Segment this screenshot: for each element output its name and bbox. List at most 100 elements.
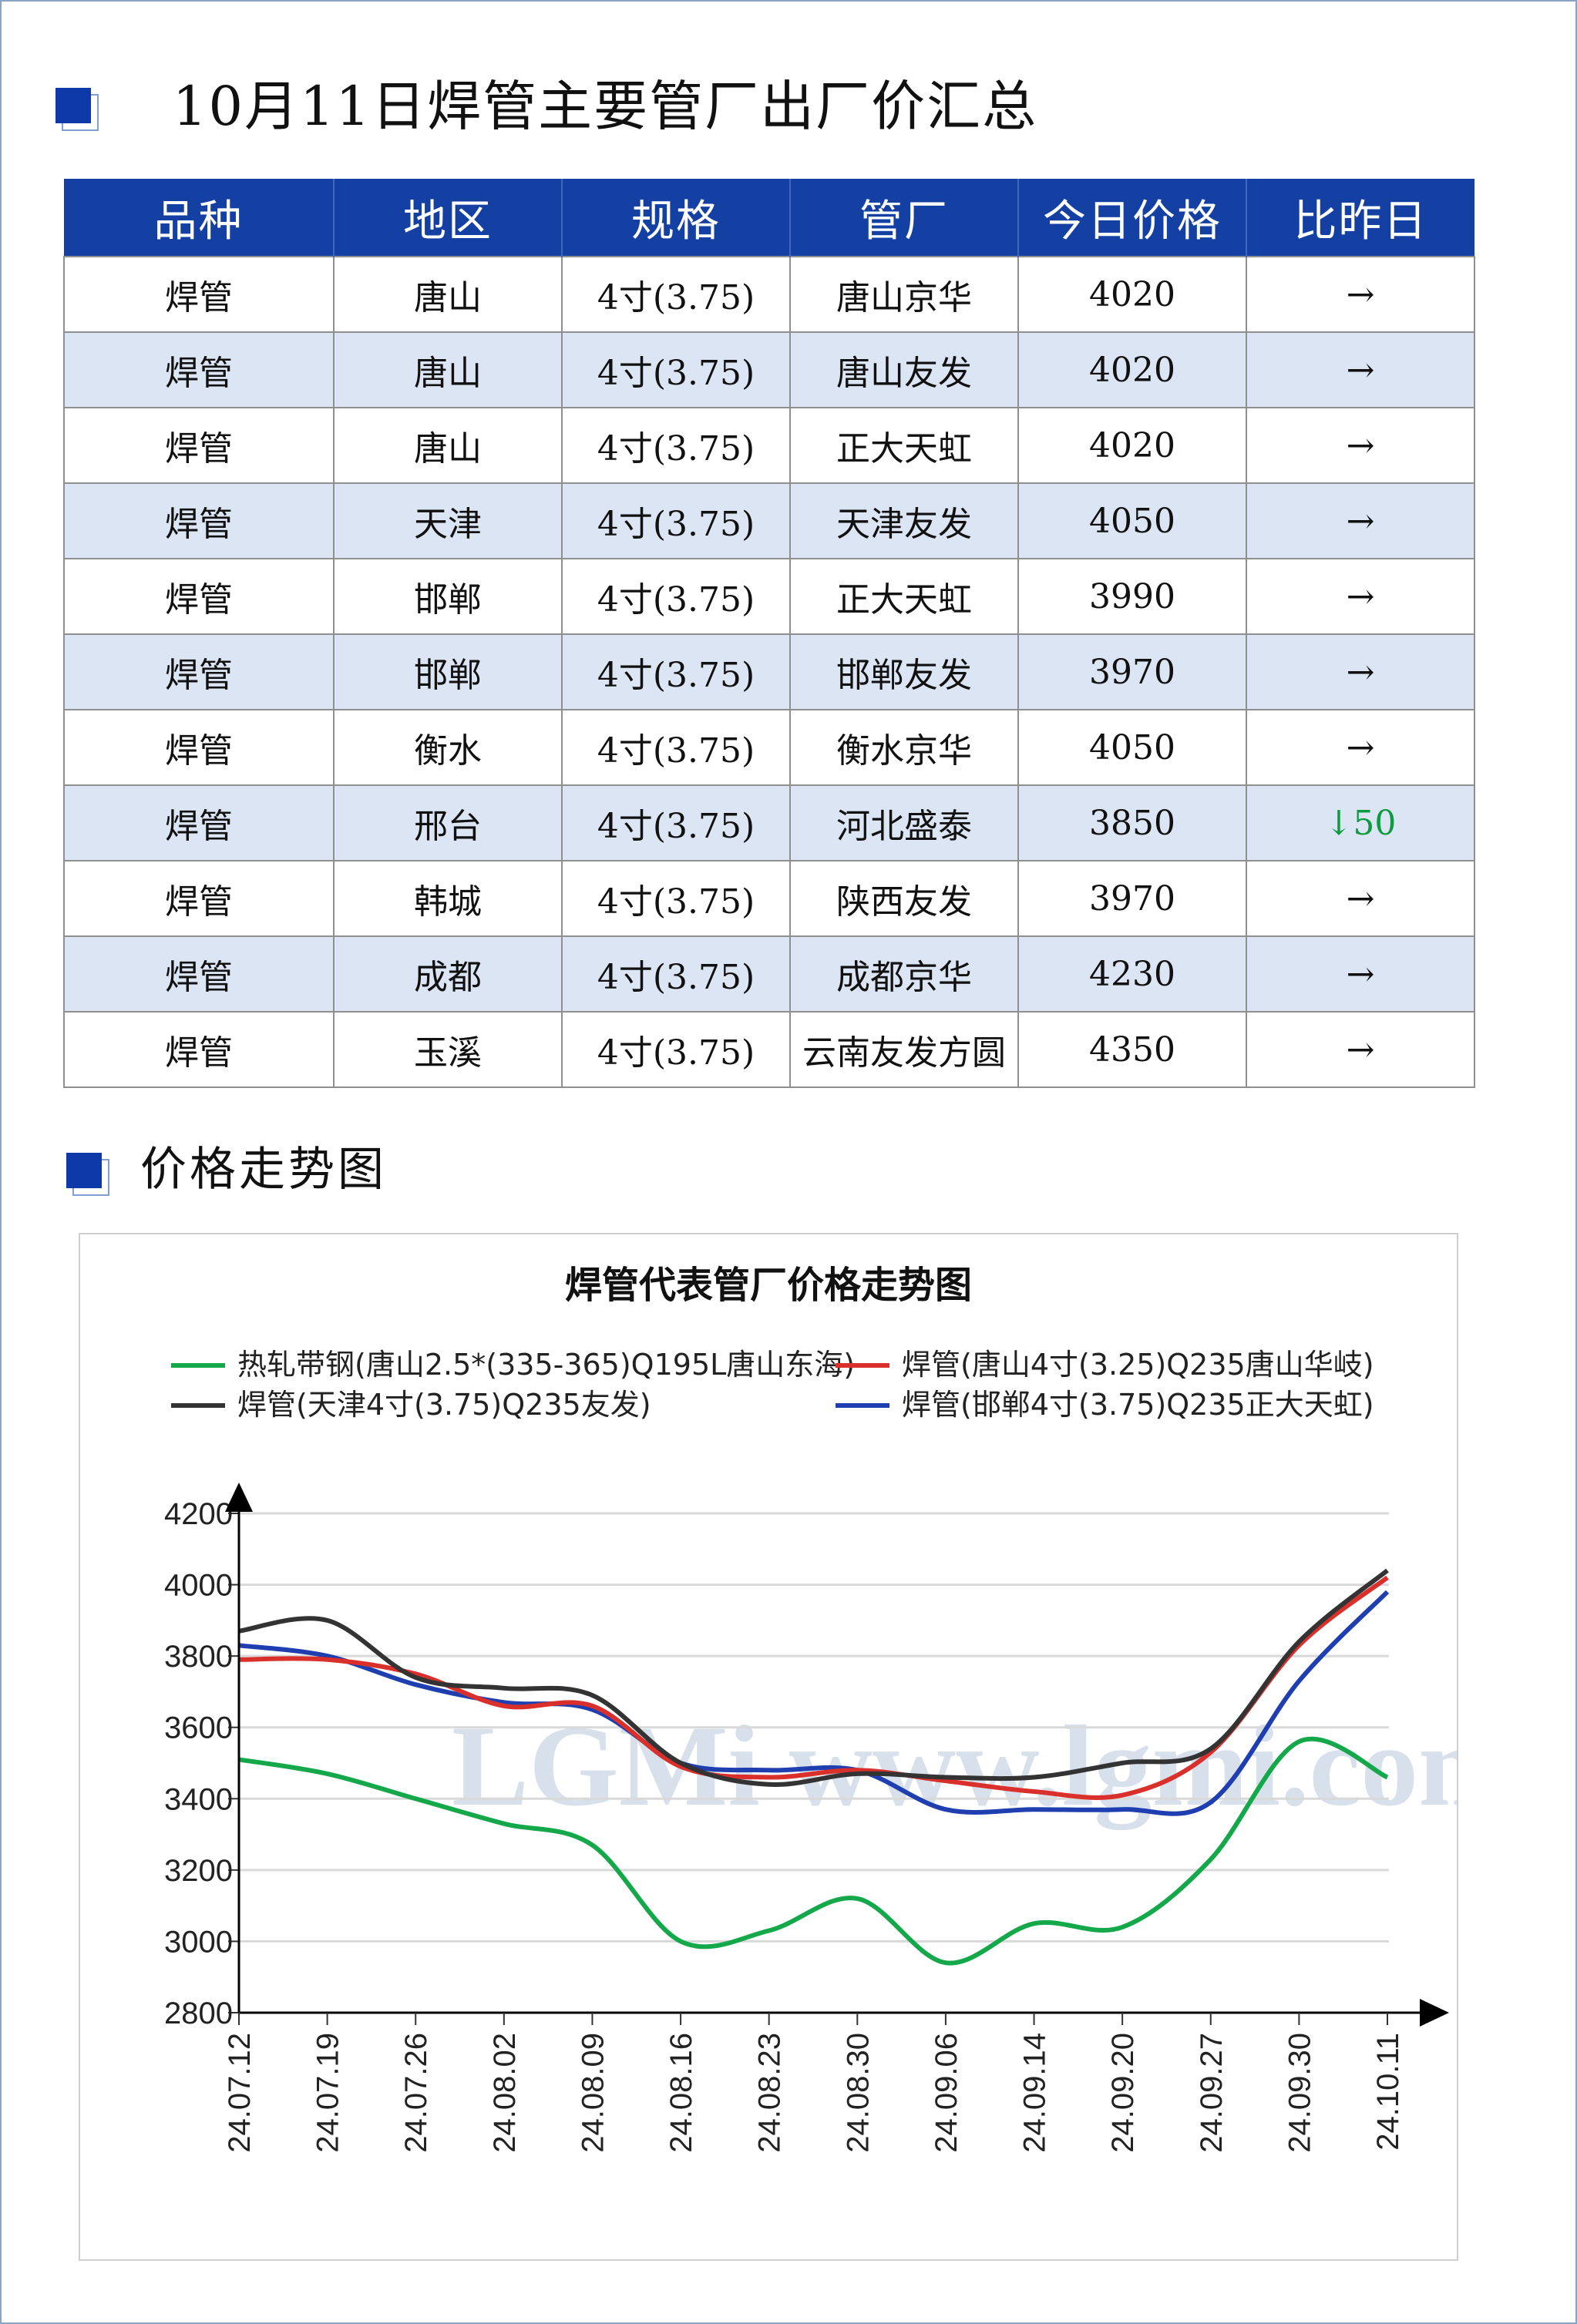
x-tick-label: 24.09.27 bbox=[1195, 2033, 1229, 2153]
cell-variety: 焊管 bbox=[63, 331, 335, 408]
x-tick-label: 24.08.30 bbox=[841, 2033, 875, 2153]
legend-label-2: 焊管(天津4寸(3.75)Q235友发) bbox=[237, 1388, 651, 1422]
cell-change: → bbox=[1246, 407, 1475, 484]
x-tick-label: 24.08.16 bbox=[664, 2033, 698, 2153]
col-header-region: 地区 bbox=[334, 179, 563, 257]
table-header-row: 品种 地区 规格 管厂 今日价格 比昨日 bbox=[64, 179, 1474, 257]
x-tick-label: 24.08.09 bbox=[576, 2033, 610, 2153]
table-row: 焊管 邯郸 4寸(3.75) 正大天虹 3990 → bbox=[63, 558, 1475, 635]
x-tick-label: 24.07.19 bbox=[311, 2033, 345, 2153]
x-tick-label: 24.08.23 bbox=[753, 2033, 787, 2153]
cell-spec: 4寸(3.75) bbox=[561, 558, 791, 635]
col-header-variety: 品种 bbox=[64, 179, 335, 257]
col-header-price: 今日价格 bbox=[1018, 179, 1247, 257]
table-row: 焊管 玉溪 4寸(3.75) 云南友发方圆 4350 → bbox=[63, 1011, 1475, 1088]
cell-variety: 焊管 bbox=[63, 558, 335, 635]
x-tick-label: 24.09.30 bbox=[1283, 2033, 1316, 2153]
cell-change: → bbox=[1246, 709, 1475, 786]
y-tick-label: 4200 bbox=[164, 1497, 233, 1531]
table-row: 焊管 唐山 4寸(3.75) 唐山京华 4020 → bbox=[63, 256, 1475, 333]
cell-spec: 4寸(3.75) bbox=[561, 482, 791, 559]
table-row: 焊管 唐山 4寸(3.75) 唐山友发 4020 → bbox=[63, 331, 1475, 408]
col-header-mill: 管厂 bbox=[790, 179, 1019, 257]
table-row: 焊管 邯郸 4寸(3.75) 邯郸友发 3970 → bbox=[63, 633, 1475, 710]
legend-label-3: 焊管(邯郸4寸(3.75)Q235正大天虹) bbox=[902, 1388, 1374, 1422]
table-row: 焊管 天津 4寸(3.75) 天津友发 4050 → bbox=[63, 482, 1475, 559]
cell-region: 天津 bbox=[333, 482, 563, 559]
y-tick-label: 3800 bbox=[164, 1640, 233, 1674]
cell-region: 唐山 bbox=[333, 407, 563, 484]
page-title: 10月11日焊管主要管厂出厂价汇总 bbox=[172, 75, 1038, 138]
y-tick-label: 3400 bbox=[164, 1782, 233, 1816]
cell-mill: 陕西友发 bbox=[789, 860, 1019, 937]
cell-spec: 4寸(3.75) bbox=[561, 1011, 791, 1088]
cell-region: 成都 bbox=[333, 935, 563, 1013]
cell-price: 4020 bbox=[1017, 407, 1247, 484]
cell-mill: 正大天虹 bbox=[789, 558, 1019, 635]
cell-variety: 焊管 bbox=[63, 407, 335, 484]
col-header-change: 比昨日 bbox=[1246, 179, 1474, 257]
cell-region: 邯郸 bbox=[333, 633, 563, 710]
x-tick-label: 24.07.26 bbox=[399, 2033, 433, 2153]
cell-spec: 4寸(3.75) bbox=[561, 407, 791, 484]
series-line-3 bbox=[238, 1590, 1390, 1816]
series-line-2 bbox=[238, 1568, 1389, 1788]
cell-price: 4020 bbox=[1017, 331, 1247, 408]
cell-change: → bbox=[1246, 633, 1475, 710]
x-tick-label: 24.09.14 bbox=[1018, 2033, 1052, 2153]
table-row: 焊管 邢台 4寸(3.75) 河北盛泰 3850 ↓50 bbox=[63, 784, 1475, 861]
cell-change: → bbox=[1246, 256, 1475, 333]
cell-region: 唐山 bbox=[333, 331, 563, 408]
cell-mill: 正大天虹 bbox=[789, 407, 1019, 484]
section-title: 价格走势图 bbox=[140, 1143, 387, 1197]
x-tick-label: 24.10.11 bbox=[1371, 2033, 1405, 2151]
cell-spec: 4寸(3.75) bbox=[561, 709, 791, 786]
cell-price: 3990 bbox=[1017, 558, 1247, 635]
table-row: 焊管 衡水 4寸(3.75) 衡水京华 4050 → bbox=[63, 709, 1475, 786]
cell-price: 3850 bbox=[1017, 784, 1247, 861]
cell-variety: 焊管 bbox=[63, 784, 335, 861]
cell-region: 玉溪 bbox=[333, 1011, 563, 1088]
cell-price: 3970 bbox=[1017, 860, 1247, 937]
cell-variety: 焊管 bbox=[63, 1011, 335, 1088]
cell-change: → bbox=[1246, 558, 1475, 635]
cell-mill: 天津友发 bbox=[789, 482, 1019, 559]
cell-variety: 焊管 bbox=[63, 256, 335, 333]
x-tick-label: 24.08.02 bbox=[488, 2033, 522, 2153]
x-tick-label: 24.07.12 bbox=[223, 2033, 257, 2153]
table-row: 焊管 成都 4寸(3.75) 成都京华 4230 → bbox=[63, 935, 1475, 1013]
y-tick-label: 3200 bbox=[164, 1854, 233, 1888]
cell-mill: 河北盛泰 bbox=[789, 784, 1019, 861]
x-axis-arrow-icon bbox=[1420, 1999, 1449, 2027]
y-axis-arrow-icon bbox=[225, 1483, 253, 1512]
y-tick-label: 3000 bbox=[164, 1925, 233, 1959]
cell-mill: 唐山京华 bbox=[789, 256, 1019, 333]
cell-spec: 4寸(3.75) bbox=[561, 935, 791, 1013]
price-table: 品种 地区 规格 管厂 今日价格 比昨日 焊管 唐山 4寸(3.75) 唐山京华 402… bbox=[63, 179, 1475, 1088]
cell-price: 3970 bbox=[1017, 633, 1247, 710]
cell-mill: 成都京华 bbox=[789, 935, 1019, 1013]
chart-title: 焊管代表管厂价格走势图 bbox=[565, 1264, 972, 1307]
cell-region: 邯郸 bbox=[333, 558, 563, 635]
cell-variety: 焊管 bbox=[63, 633, 335, 710]
cell-spec: 4寸(3.75) bbox=[561, 860, 791, 937]
cell-variety: 焊管 bbox=[63, 860, 335, 937]
cell-spec: 4寸(3.75) bbox=[561, 331, 791, 408]
cell-price: 4230 bbox=[1017, 935, 1247, 1013]
cell-variety: 焊管 bbox=[63, 709, 335, 786]
cell-region: 韩城 bbox=[333, 860, 563, 937]
cell-change: → bbox=[1246, 331, 1475, 408]
cell-spec: 4寸(3.75) bbox=[561, 633, 791, 710]
cell-mill: 邯郸友发 bbox=[789, 633, 1019, 710]
x-tick-label: 24.09.20 bbox=[1106, 2033, 1140, 2153]
cell-change: → bbox=[1246, 935, 1475, 1013]
cell-price: 4050 bbox=[1017, 709, 1247, 786]
cell-variety: 焊管 bbox=[63, 935, 335, 1013]
cell-price: 4050 bbox=[1017, 482, 1247, 559]
cell-mill: 唐山友发 bbox=[789, 331, 1019, 408]
cell-price: 4020 bbox=[1017, 256, 1247, 333]
cell-region: 衡水 bbox=[333, 709, 563, 786]
cell-spec: 4寸(3.75) bbox=[561, 256, 791, 333]
cell-change: ↓50 bbox=[1246, 784, 1475, 861]
